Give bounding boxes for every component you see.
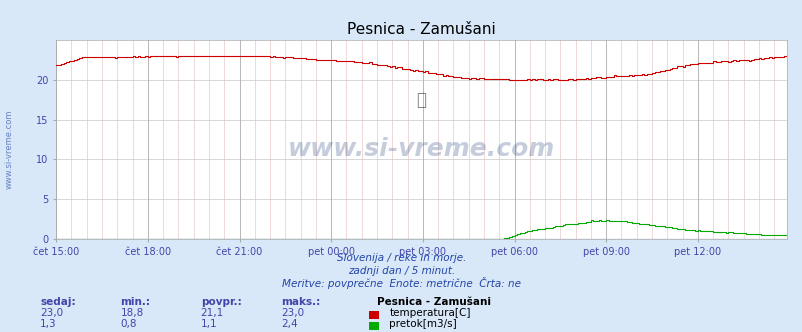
Text: Slovenija / reke in morje.: Slovenija / reke in morje. bbox=[336, 253, 466, 263]
Text: 23,0: 23,0 bbox=[40, 308, 63, 318]
Text: 1,3: 1,3 bbox=[40, 319, 57, 329]
Text: 0,8: 0,8 bbox=[120, 319, 137, 329]
Text: 🔲: 🔲 bbox=[416, 91, 426, 109]
Text: 21,1: 21,1 bbox=[200, 308, 224, 318]
Text: Pesnica - Zamušani: Pesnica - Zamušani bbox=[377, 297, 491, 307]
Text: 23,0: 23,0 bbox=[281, 308, 304, 318]
Text: Meritve: povprečne  Enote: metrične  Črta: ne: Meritve: povprečne Enote: metrične Črta:… bbox=[282, 277, 520, 289]
Text: maks.:: maks.: bbox=[281, 297, 320, 307]
Text: 2,4: 2,4 bbox=[281, 319, 298, 329]
Text: 1,1: 1,1 bbox=[200, 319, 217, 329]
Text: min.:: min.: bbox=[120, 297, 150, 307]
Title: Pesnica - Zamušani: Pesnica - Zamušani bbox=[346, 22, 496, 37]
Text: zadnji dan / 5 minut.: zadnji dan / 5 minut. bbox=[347, 266, 455, 276]
Text: temperatura[C]: temperatura[C] bbox=[389, 308, 470, 318]
Text: www.si-vreme.com: www.si-vreme.com bbox=[288, 137, 554, 161]
Text: sedaj:: sedaj: bbox=[40, 297, 75, 307]
Text: povpr.:: povpr.: bbox=[200, 297, 241, 307]
Text: 18,8: 18,8 bbox=[120, 308, 144, 318]
Text: www.si-vreme.com: www.si-vreme.com bbox=[5, 110, 14, 189]
Text: pretok[m3/s]: pretok[m3/s] bbox=[389, 319, 456, 329]
